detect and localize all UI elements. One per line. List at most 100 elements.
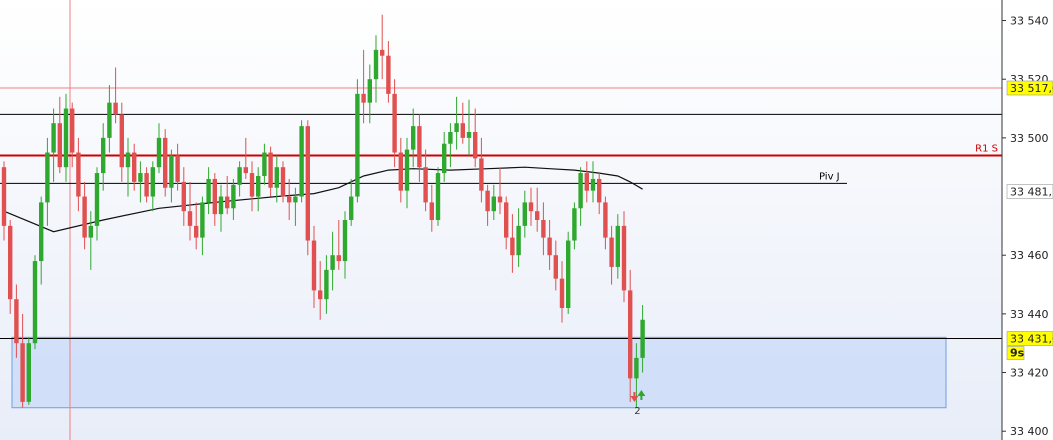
candle-88 (547, 220, 552, 270)
candle-79 (491, 184, 496, 220)
candle-body (435, 173, 441, 220)
candle-52 (324, 255, 329, 314)
candle-body (392, 93, 397, 153)
candle-body (156, 137, 162, 168)
candle-body (510, 237, 515, 256)
candle-body (522, 202, 527, 226)
candle-body (460, 123, 465, 138)
candle-51 (318, 261, 323, 320)
candle-body (572, 208, 577, 241)
candle-body (411, 126, 416, 150)
candle-43 (268, 146, 273, 197)
candle-body (417, 126, 422, 168)
candle-body (268, 152, 273, 188)
candle-28 (175, 143, 180, 191)
candle-body (237, 167, 242, 185)
candle-69 (429, 184, 434, 232)
buy-arrow-icon (637, 390, 646, 400)
candle-37 (231, 178, 236, 220)
tick-label-0: 33 540 (1010, 15, 1049, 28)
price-tag-label-1: 33 481,7 (1010, 186, 1053, 199)
candle-body (640, 319, 645, 358)
candle-22 (138, 161, 143, 203)
candle-body (287, 196, 292, 203)
candle-body (318, 290, 323, 300)
candle-35 (218, 184, 224, 232)
candle-body (547, 237, 552, 256)
candle-body (442, 143, 447, 174)
candle-2 (14, 284, 19, 358)
candle-body (355, 93, 360, 197)
candle-15 (94, 167, 100, 241)
candle-55 (342, 211, 348, 279)
candle-46 (287, 178, 292, 220)
candle-26 (163, 129, 168, 197)
candle-body (163, 137, 168, 188)
candle-body (70, 108, 75, 153)
price-tag-box-2 (1006, 331, 1053, 346)
candle-body (398, 152, 403, 191)
candle-73 (454, 96, 459, 150)
candle-30 (187, 181, 193, 241)
candle-71 (442, 132, 447, 182)
candle-body (367, 79, 372, 103)
candle-body (541, 220, 546, 238)
candle-19 (119, 102, 124, 182)
candle-24 (150, 161, 155, 212)
candle-body (584, 173, 589, 191)
candle-4 (26, 337, 31, 405)
candle-body (57, 123, 62, 168)
candle-80 (497, 167, 503, 215)
candle-6 (39, 196, 44, 285)
candle-body (324, 269, 329, 300)
candle-body (336, 255, 341, 262)
candle-38 (237, 161, 242, 197)
candle-body (423, 167, 428, 203)
candle-27 (169, 149, 174, 203)
candle-body (373, 49, 379, 80)
candle-16 (101, 123, 106, 191)
candle-47 (293, 187, 298, 226)
candle-57 (355, 79, 360, 203)
candle-body (466, 132, 472, 138)
candle-93 (578, 167, 583, 226)
candle-32 (200, 196, 205, 256)
candle-48 (299, 120, 304, 203)
candle-92 (572, 202, 577, 250)
candle-63 (392, 79, 397, 168)
candle-7 (45, 137, 50, 226)
price-tag-label-2: 33 431,6 (1010, 333, 1053, 346)
candle-body (262, 152, 267, 176)
candle-40 (249, 161, 255, 212)
candle-23 (144, 167, 149, 203)
candle-body (194, 225, 199, 238)
candle-0 (1, 161, 7, 241)
candle-12 (76, 137, 81, 212)
candle-body (144, 173, 149, 197)
candle-body (590, 178, 596, 191)
candle-72 (448, 123, 453, 168)
candle-100 (621, 211, 627, 303)
signal-count: 2 (634, 406, 640, 417)
candle-74 (460, 102, 465, 144)
candle-body (603, 202, 608, 238)
candle-body (76, 152, 81, 197)
candle-body (361, 93, 366, 103)
candle-body (187, 211, 193, 226)
candle-body (26, 343, 31, 402)
candle-body (32, 261, 38, 344)
candle-body (615, 225, 620, 267)
candle-body (299, 126, 304, 197)
candle-body (473, 132, 478, 159)
candle-body (20, 343, 25, 402)
candle-body (212, 178, 217, 215)
candle-49 (305, 120, 310, 256)
candle-44 (274, 155, 279, 203)
candle-81 (504, 196, 509, 250)
candle-body (634, 357, 639, 379)
candle-64 (398, 137, 403, 203)
candle-83 (516, 208, 521, 267)
support-zone (11, 336, 947, 409)
candle-76 (473, 108, 478, 168)
candle-body (274, 167, 279, 188)
